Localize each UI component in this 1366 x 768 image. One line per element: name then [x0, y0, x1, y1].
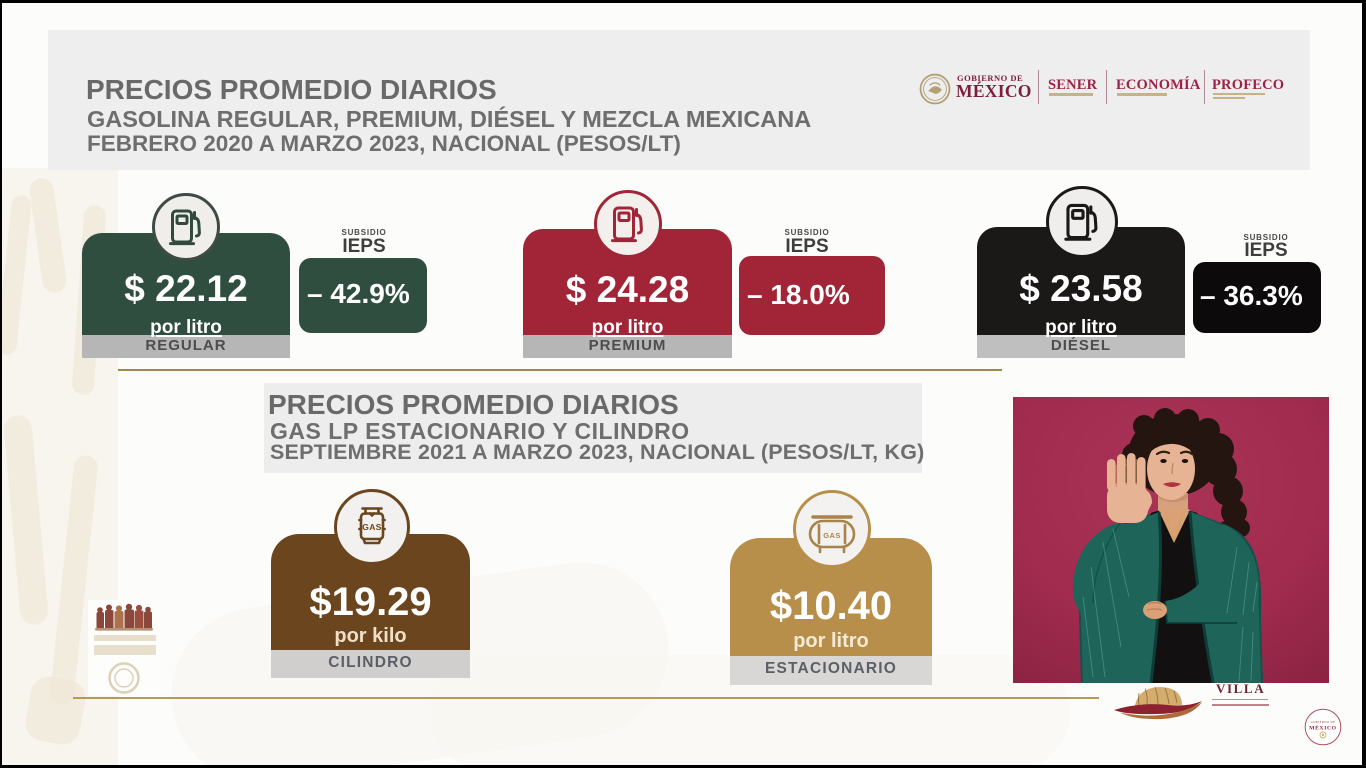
svg-text:GAS: GAS: [362, 522, 382, 532]
svg-text:MÉXICO: MÉXICO: [1309, 724, 1336, 732]
svg-text:GAS: GAS: [823, 531, 840, 540]
svg-text:GOBIERNO DE: GOBIERNO DE: [1311, 720, 1336, 724]
